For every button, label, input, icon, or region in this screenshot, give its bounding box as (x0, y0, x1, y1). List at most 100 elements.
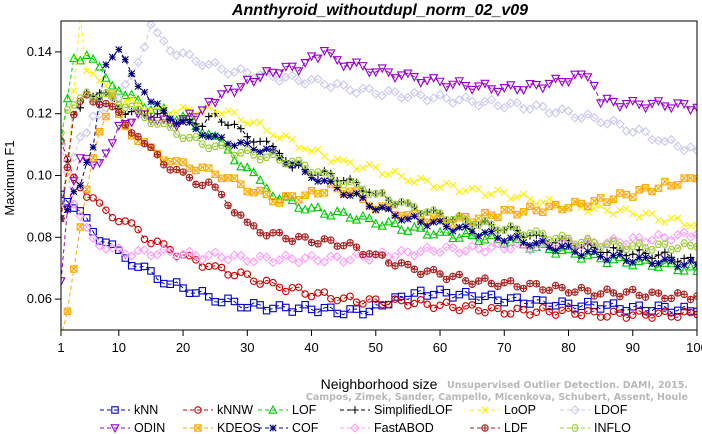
data-point (306, 52, 317, 62)
series-ldof (61, 21, 697, 209)
data-point (179, 118, 187, 126)
data-point (185, 173, 194, 182)
data-point (577, 251, 585, 260)
data-point (539, 230, 547, 238)
data-point (121, 110, 130, 119)
data-point (397, 172, 406, 180)
data-point (557, 104, 567, 114)
data-point (147, 239, 155, 248)
data-point (455, 212, 464, 220)
data-point (372, 295, 380, 303)
data-point (153, 100, 161, 108)
data-point (346, 292, 354, 301)
data-point (88, 53, 98, 63)
data-point (603, 313, 611, 321)
data-point (204, 97, 214, 107)
data-point (557, 77, 567, 87)
data-point (159, 244, 169, 255)
data-point (564, 289, 573, 297)
data-point (327, 171, 335, 180)
data-point (590, 204, 598, 212)
data-point (140, 106, 149, 114)
data-point (396, 245, 407, 256)
data-point (359, 250, 367, 259)
data-point (629, 193, 637, 201)
data-point (320, 235, 329, 243)
data-point (287, 254, 298, 264)
y-tick-label: 0.08 (27, 229, 52, 244)
data-point (282, 287, 290, 296)
data-point (679, 227, 689, 238)
legend-item-simplifiedlof: SimplifiedLOF (340, 403, 453, 417)
data-point (653, 229, 664, 240)
data-point (666, 134, 677, 145)
data-point (449, 272, 457, 281)
data-point (211, 132, 219, 140)
data-point (102, 61, 110, 69)
data-point (494, 234, 502, 242)
data-point (153, 110, 162, 118)
data-point (570, 70, 580, 80)
plot-frame (60, 20, 698, 331)
data-point (192, 133, 200, 141)
data-point (274, 76, 285, 86)
data-point (256, 148, 264, 156)
data-point (622, 257, 630, 265)
data-point (480, 247, 490, 257)
legend-label: ODIN (134, 421, 165, 434)
data-point (364, 83, 375, 94)
data-point (198, 287, 207, 295)
data-point (256, 229, 264, 237)
data-point (428, 246, 439, 257)
legend-marker (111, 406, 119, 414)
data-point (326, 49, 336, 59)
data-point (635, 291, 643, 300)
data-point (410, 299, 419, 308)
data-point (385, 205, 393, 213)
data-point (487, 190, 496, 198)
data-point (544, 108, 555, 118)
data-point (481, 274, 489, 282)
data-point (306, 250, 317, 261)
data-point (62, 93, 73, 103)
data-point (609, 289, 618, 297)
x-tick-label: 10 (112, 340, 126, 355)
data-point (294, 232, 303, 241)
legend-marker (268, 404, 278, 414)
data-point (134, 132, 142, 141)
data-point (558, 205, 566, 214)
data-point (126, 251, 137, 261)
data-point (486, 95, 497, 105)
data-point (621, 100, 632, 109)
data-point (364, 255, 375, 265)
data-point (654, 289, 663, 297)
data-point (224, 201, 232, 210)
data-point (383, 68, 394, 78)
data-point (391, 212, 399, 220)
data-point (70, 188, 78, 196)
data-point (275, 154, 284, 162)
data-point (423, 300, 431, 309)
data-point (642, 253, 650, 262)
legend-label: SimplifiedLOF (374, 403, 453, 417)
data-point (545, 195, 553, 203)
data-point (417, 218, 425, 226)
data-point (513, 225, 521, 233)
data-point (550, 108, 561, 118)
data-point (75, 211, 86, 221)
data-point (75, 132, 86, 142)
data-point (467, 85, 477, 95)
legend-item-kdeos: KDEOS (183, 421, 261, 434)
data-point (62, 167, 73, 177)
data-point (237, 138, 245, 147)
data-point (603, 198, 611, 206)
data-point (448, 80, 458, 90)
data-point (102, 81, 110, 89)
data-point (583, 109, 593, 119)
data-point (237, 149, 245, 157)
data-point (205, 103, 213, 111)
data-point (192, 125, 200, 133)
data-point (314, 240, 322, 248)
data-point (461, 216, 470, 224)
data-point (500, 226, 509, 234)
